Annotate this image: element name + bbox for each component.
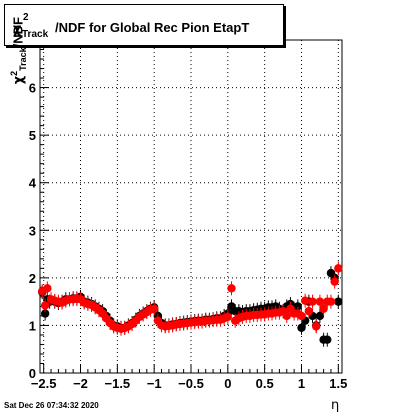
data-point-red <box>319 304 328 313</box>
data-point-red <box>312 322 321 331</box>
data-point-red <box>227 284 236 293</box>
y-tick-label: 3 <box>29 223 36 238</box>
title-subscript: Track <box>22 29 49 40</box>
y-tick-label: 5 <box>29 128 36 143</box>
data-point-black <box>297 323 306 333</box>
ylabel-subscript: Track <box>17 47 28 71</box>
data-point-red <box>223 312 233 322</box>
chart-title-box: χ 2 Track /NDF for Global Rec Pion EtapT <box>4 4 284 46</box>
data-point-black <box>40 309 50 318</box>
data-point-black <box>334 297 343 306</box>
x-tick-label: 0.5 <box>256 376 274 391</box>
data-point-black <box>315 311 325 321</box>
data-point-red <box>40 301 50 310</box>
data-point-red <box>149 304 159 313</box>
data-point-red <box>330 277 339 286</box>
data-point-red <box>308 297 317 306</box>
chart-title: /NDF for Global Rec Pion EtapT <box>55 20 250 35</box>
x-axis-label: η <box>331 398 340 413</box>
data-point-black <box>323 335 332 344</box>
data-point-red <box>297 311 306 321</box>
title-chi-symbol: χ <box>13 22 22 37</box>
data-point-red <box>326 297 336 306</box>
data-point-red <box>282 311 291 321</box>
ylabel-rest: /NDF <box>10 17 26 48</box>
data-point-red <box>300 296 310 305</box>
timestamp: Sat Dec 26 07:34:32 2020 <box>4 401 99 410</box>
ylabel-chi-symbol: χ <box>11 75 27 85</box>
x-tick-label: −2 <box>73 376 88 391</box>
data-point-red <box>334 264 343 273</box>
y-tick-label: 4 <box>29 176 37 191</box>
x-tick-label: −1.5 <box>105 376 131 391</box>
x-tick-label: 1.5 <box>329 376 347 391</box>
data-point-red <box>304 306 314 316</box>
data-point-black <box>293 302 303 311</box>
y-tick-label: 0 <box>29 366 36 381</box>
x-tick-label: 1 <box>298 376 305 391</box>
y-tick-label: 6 <box>29 81 36 96</box>
x-tick-label: −2.5 <box>31 376 57 391</box>
y-axis-label: χ2Track/NDF <box>9 17 29 107</box>
x-tick-label: 0 <box>224 376 231 391</box>
ylabel-superscript: 2 <box>9 70 19 76</box>
y-tick-label: 1 <box>29 318 36 333</box>
y-tick-label: 2 <box>29 271 36 286</box>
x-tick-label: −0.5 <box>178 376 204 391</box>
data-point-red <box>43 284 52 293</box>
title-superscript: 2 <box>23 12 29 23</box>
data-point-red <box>315 297 325 306</box>
x-tick-label: −1 <box>147 376 162 391</box>
